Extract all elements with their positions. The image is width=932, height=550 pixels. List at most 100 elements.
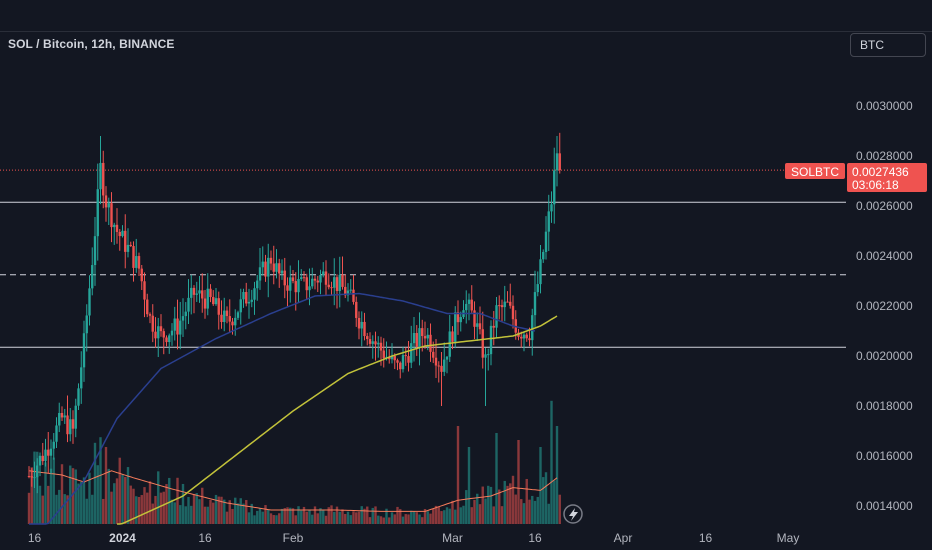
volume-bar [553, 480, 556, 524]
volume-bar [412, 511, 416, 524]
candle-body [176, 318, 179, 335]
y-tick-label: 0.0022000 [856, 299, 913, 313]
volume-bar [212, 502, 215, 524]
volume-bar [415, 512, 418, 524]
candle-body [110, 203, 113, 228]
candle-body [247, 301, 251, 304]
volume-bar [104, 447, 108, 524]
volume-bar [368, 517, 372, 524]
candle-body [297, 279, 300, 293]
candle-body [412, 333, 416, 344]
volume-bar [440, 511, 443, 524]
candle-body [267, 257, 270, 277]
candle-body [132, 246, 135, 268]
candle-body [47, 449, 50, 456]
candle-body [539, 259, 542, 285]
x-axis: 16 2024 16 Feb Mar 16 Apr 16 May [28, 531, 800, 545]
candle-body [451, 331, 454, 342]
volume-bar [168, 477, 171, 524]
candle-body [522, 334, 526, 339]
candle-body [346, 290, 350, 296]
candle-body [63, 415, 66, 418]
volume-bar [517, 440, 520, 524]
volume-bar [316, 513, 319, 524]
candle-body [66, 415, 69, 435]
candle-body [506, 301, 509, 303]
volume-bar [176, 477, 179, 524]
volume-bar [478, 504, 482, 524]
volume-bar [324, 515, 328, 524]
candlesticks [27, 132, 561, 494]
candle-body [168, 335, 171, 343]
chart-title: SOL / Bitcoin, 12h, BINANCE [8, 37, 175, 51]
ma-yellow-line [117, 315, 558, 525]
volume-bar [379, 516, 383, 524]
volume-bar [426, 511, 429, 524]
candle-body [242, 291, 245, 300]
candle-body [253, 288, 256, 300]
volume-bar [275, 515, 278, 524]
candle-body [41, 455, 44, 462]
volume-bar [223, 499, 226, 524]
volume-bar [544, 472, 548, 524]
volume-bar [341, 509, 344, 524]
candle-body [280, 270, 284, 274]
candle-body [36, 465, 39, 478]
candle-body [555, 153, 559, 171]
volume-bar [300, 510, 303, 524]
candle-body [96, 189, 99, 237]
volume-bar [286, 507, 289, 524]
volume-bar [192, 493, 196, 524]
volume-bar [289, 507, 292, 524]
tv-logo-icon[interactable] [563, 504, 583, 524]
volume-bar [407, 514, 410, 524]
candle-body [283, 270, 286, 286]
candle-body [212, 297, 215, 305]
volume-bar [404, 514, 407, 524]
volume-bar [539, 447, 542, 524]
candle-body [223, 310, 226, 323]
volume-bar [525, 478, 528, 524]
volume-bar [80, 481, 83, 524]
candle-body [423, 336, 427, 339]
volume-bar [71, 468, 75, 524]
candle-body [360, 321, 363, 329]
currency-button[interactable]: BTC [850, 33, 926, 57]
candle-body [495, 305, 498, 328]
candle-body [102, 162, 105, 196]
candle-body [214, 298, 218, 305]
volume-bar [170, 499, 174, 524]
candle-body [533, 292, 537, 316]
candle-body [503, 301, 506, 308]
volume-bar [159, 492, 163, 524]
header-divider [0, 31, 932, 32]
volume-bar [41, 495, 44, 524]
x-tick-label: 2024 [109, 531, 136, 545]
candle-body [129, 244, 132, 247]
candle-body [140, 268, 143, 282]
candle-body [470, 299, 473, 311]
candle-body [399, 362, 402, 370]
candle-body [121, 230, 124, 237]
volume-bar [547, 503, 550, 524]
volume-ma [28, 470, 558, 512]
volume-bar [278, 513, 281, 524]
candle-body [165, 337, 168, 343]
x-tick-label: 16 [198, 531, 212, 545]
candle-body [349, 289, 352, 291]
volume-bar [140, 495, 143, 524]
volume-bar [308, 509, 311, 524]
candle-body [217, 298, 220, 315]
candle-body [85, 315, 88, 334]
candle-body [69, 419, 72, 435]
candle-body [27, 476, 31, 477]
volume-bar [247, 512, 251, 524]
volume-bar [107, 468, 110, 524]
volume-bar [234, 497, 237, 524]
candle-body [201, 290, 204, 299]
candle-body [151, 315, 154, 332]
volume-bar [220, 496, 223, 524]
volume-bar [55, 494, 58, 524]
volume-bar [388, 517, 391, 524]
